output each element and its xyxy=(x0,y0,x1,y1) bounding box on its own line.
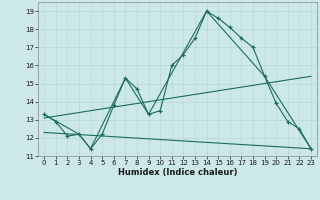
X-axis label: Humidex (Indice chaleur): Humidex (Indice chaleur) xyxy=(118,168,237,177)
